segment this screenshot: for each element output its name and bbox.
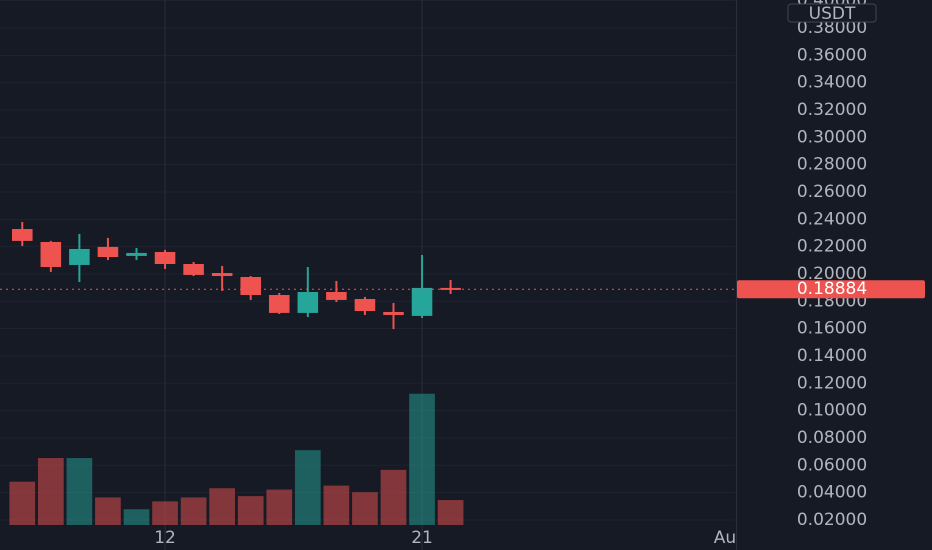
candle-body	[154, 251, 176, 265]
candle-body	[354, 298, 376, 312]
candle-body	[211, 273, 233, 277]
unit-label: USDT	[809, 4, 856, 24]
y-tick-label: 0.14000	[797, 346, 867, 366]
volume-bar	[294, 450, 321, 525]
price-axis: 0.02000 0.04000 0.06000 0.08000 0.10000 0.120…	[737, 0, 925, 530]
candle-body	[268, 295, 290, 313]
candle-body	[183, 264, 204, 275]
y-tick-label: 0.22000	[797, 237, 867, 257]
y-tick-label: 0.12000	[797, 373, 867, 393]
y-tick-label: 0.20000	[797, 264, 867, 284]
volume-bar	[209, 488, 236, 525]
y-tick-label: 0.16000	[797, 319, 867, 339]
unit-box	[787, 3, 877, 23]
candle-body	[126, 252, 147, 256]
volume-bar	[95, 497, 121, 525]
volume-bar	[437, 500, 464, 525]
plot	[0, 221, 735, 525]
y-tick-label: 0.28000	[797, 155, 867, 175]
y-tick-label: 0.36000	[797, 45, 867, 65]
x-tick-label: Au	[714, 528, 736, 548]
candle-body	[40, 242, 62, 268]
y-tick-label: 0.26000	[797, 182, 867, 202]
volume-bar	[352, 492, 378, 525]
volume-bar	[180, 497, 207, 525]
candle-body	[411, 287, 433, 316]
y-tick-label: 0.06000	[797, 455, 867, 475]
y-tick-label: 0.24000	[797, 209, 867, 229]
candle-body	[69, 248, 90, 265]
y-tick-label: 0.08000	[797, 428, 867, 448]
candle-body	[240, 276, 261, 296]
candle-body	[297, 292, 319, 313]
y-tick-label: 0.34000	[797, 73, 867, 93]
x-tick-label: 21	[411, 528, 433, 548]
candle-body	[326, 292, 347, 300]
volume-bar	[380, 469, 407, 525]
y-tick-label: 0.30000	[797, 127, 867, 147]
last-price-label: 0.18884	[797, 279, 867, 299]
y-tick-label: 0.38000	[797, 18, 867, 38]
y-tick-label: 0.04000	[797, 483, 867, 503]
volume-bar	[323, 485, 350, 525]
volume-bar	[66, 458, 93, 525]
volume-bar	[409, 393, 435, 525]
candle-body	[97, 246, 119, 258]
volume-bar	[123, 509, 150, 525]
volume-bar	[152, 501, 178, 525]
y-tick-label: 0.10000	[797, 401, 867, 421]
volume-bar	[237, 496, 264, 525]
volume-bar	[37, 458, 64, 525]
y-tick-label: 0.32000	[797, 100, 867, 120]
candle-body	[11, 229, 33, 241]
last-price-box	[737, 280, 925, 299]
y-tick-label: 0.02000	[797, 510, 867, 530]
volume-bar	[266, 489, 293, 525]
volume-bar	[9, 481, 36, 525]
candle-body	[383, 311, 404, 315]
x-tick-label: 12	[154, 528, 176, 548]
